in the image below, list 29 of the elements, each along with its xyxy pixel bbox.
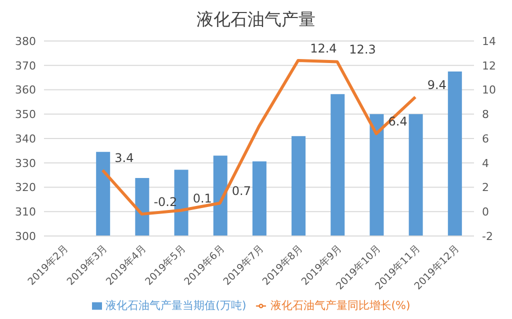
y2-tick-label: 4 xyxy=(482,156,489,170)
y2-tick-label: 6 xyxy=(482,132,489,146)
y-tick-label: 320 xyxy=(15,181,36,194)
y-tick-label: 300 xyxy=(15,230,36,243)
y-tick-label: 350 xyxy=(15,108,36,122)
y2-tick-label: 12 xyxy=(482,59,496,72)
data-label: 12.4 xyxy=(310,42,337,56)
y2-tick-label: 10 xyxy=(482,84,496,97)
chart-title: 液化石油气产量 xyxy=(196,9,316,31)
data-label: 9.4 xyxy=(427,78,446,92)
legend-label: 液化石油气产量当期值(万吨) xyxy=(106,299,246,312)
data-label: 3.4 xyxy=(114,151,134,166)
y-tick-label: 340 xyxy=(15,132,36,146)
y-tick-label: 370 xyxy=(15,59,36,72)
y-tick-label: 380 xyxy=(15,34,36,48)
data-label: 12.3 xyxy=(349,42,376,57)
y2-tick-label: -2 xyxy=(482,230,493,243)
data-label: 0.1 xyxy=(192,191,212,206)
y2-tick-label: 0 xyxy=(482,206,489,219)
y2-tick-label: 14 xyxy=(482,34,496,48)
data-label: 0.7 xyxy=(232,184,252,198)
data-label: 6.4 xyxy=(388,114,408,129)
y-tick-label: 330 xyxy=(15,156,36,170)
y-tick-label: 360 xyxy=(15,84,36,97)
y2-tick-label: 2 xyxy=(482,181,489,194)
legend-label: 液化石油气产量同比增长(%) xyxy=(270,299,410,312)
line-series xyxy=(101,59,417,216)
y2-tick-label: 8 xyxy=(482,108,489,122)
y-tick-label: 310 xyxy=(15,206,36,219)
